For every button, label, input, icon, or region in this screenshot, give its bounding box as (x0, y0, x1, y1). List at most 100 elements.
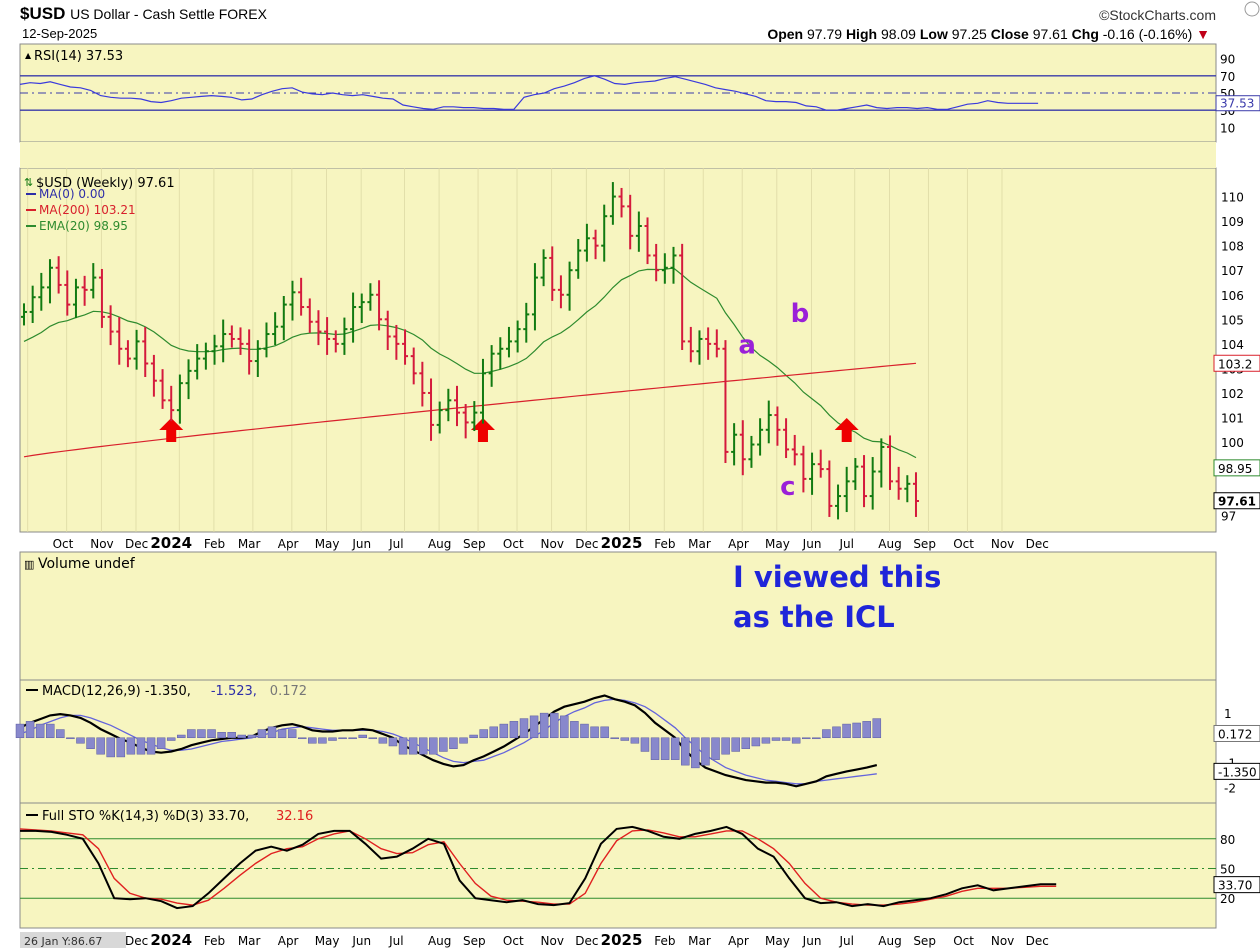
price-bar[interactable] (479, 358, 486, 424)
price-bar[interactable] (583, 223, 590, 262)
price-bar[interactable] (471, 401, 478, 432)
price-bar[interactable] (350, 292, 357, 343)
price-bar[interactable] (454, 385, 460, 427)
price-bar[interactable] (64, 270, 71, 316)
price-bar[interactable] (402, 329, 409, 365)
price-bar[interactable] (142, 326, 149, 378)
price-bar[interactable] (246, 329, 253, 375)
price-bar[interactable] (289, 280, 296, 321)
price-bar[interactable] (341, 317, 348, 355)
price-bar[interactable] (783, 418, 790, 459)
price-bar[interactable] (176, 374, 183, 424)
price-bar[interactable] (540, 249, 547, 287)
price-bar[interactable] (315, 310, 322, 346)
price-bar[interactable] (514, 320, 521, 353)
price-bar[interactable] (826, 460, 833, 517)
price-bar[interactable] (748, 435, 755, 468)
price-bar[interactable] (791, 434, 798, 466)
price-bar[interactable] (661, 253, 668, 284)
price-bar[interactable] (150, 354, 157, 397)
price-bar[interactable] (358, 293, 365, 323)
price-bar[interactable] (670, 246, 677, 284)
price-bar[interactable] (168, 385, 175, 422)
price-bar[interactable] (575, 239, 582, 279)
price-bar[interactable] (843, 466, 850, 513)
price-bar[interactable] (592, 229, 599, 260)
price-bar[interactable] (887, 435, 893, 490)
price-bar[interactable] (393, 324, 400, 360)
price-bar[interactable] (263, 322, 270, 358)
price-bar[interactable] (72, 278, 79, 319)
price-bar[interactable] (98, 268, 105, 328)
price-bar[interactable] (445, 388, 452, 422)
price-bar[interactable] (46, 259, 53, 304)
price-bar[interactable] (428, 378, 435, 441)
price-bar[interactable] (133, 329, 140, 370)
price-bar[interactable] (774, 406, 781, 446)
price-bar[interactable] (367, 283, 374, 311)
price-bar[interactable] (497, 337, 504, 370)
price-bar[interactable] (618, 187, 625, 218)
price-bar[interactable] (835, 484, 842, 520)
price-bar[interactable] (384, 310, 391, 350)
price-bar[interactable] (38, 272, 45, 311)
info-icon[interactable] (1244, 1, 1260, 17)
price-bar[interactable] (280, 295, 287, 341)
price-bar[interactable] (376, 280, 383, 331)
price-bar[interactable] (549, 246, 556, 301)
price-bar[interactable] (211, 334, 218, 365)
price-bar[interactable] (679, 243, 686, 350)
price-bar[interactable] (523, 302, 530, 343)
price-bar[interactable] (254, 340, 261, 378)
price-bar[interactable] (410, 347, 417, 385)
price-bar[interactable] (436, 401, 443, 434)
price-bar[interactable] (566, 261, 573, 311)
price-bar[interactable] (817, 449, 824, 478)
stockcharts-brand[interactable]: ©StockCharts.com (1099, 7, 1216, 23)
price-bar[interactable] (324, 317, 331, 355)
price-bar[interactable] (635, 211, 642, 252)
price-bar[interactable] (81, 275, 88, 306)
price-bar[interactable] (220, 319, 227, 363)
price-bar[interactable] (124, 340, 131, 368)
price-bar[interactable] (861, 455, 868, 508)
price-bar[interactable] (757, 418, 764, 456)
price-bar[interactable] (194, 344, 201, 380)
price-bar[interactable] (713, 329, 720, 358)
price-bar[interactable] (505, 326, 512, 358)
price-bar[interactable] (904, 475, 911, 503)
price-bar[interactable] (627, 194, 634, 250)
price-bar[interactable] (800, 445, 807, 493)
price-bar[interactable] (765, 400, 772, 444)
price-bar[interactable] (731, 423, 738, 466)
price-bar[interactable] (272, 312, 279, 346)
price-bar[interactable] (116, 317, 123, 365)
price-bar[interactable] (895, 466, 902, 500)
price-bar[interactable] (29, 285, 36, 323)
price-bar[interactable] (237, 327, 244, 355)
price-bar[interactable] (852, 458, 859, 490)
price-bar[interactable] (185, 359, 192, 400)
price-bar[interactable] (869, 457, 876, 510)
price-bar[interactable] (228, 325, 235, 348)
price-bar[interactable] (653, 243, 660, 282)
price-bar[interactable] (912, 472, 919, 517)
price-bar[interactable] (462, 404, 469, 439)
price-bar[interactable] (298, 277, 305, 316)
price-bar[interactable] (90, 263, 97, 299)
price-bar[interactable] (332, 330, 339, 353)
price-bar[interactable] (21, 303, 27, 326)
price-bar[interactable] (202, 342, 209, 370)
price-bar[interactable] (306, 298, 313, 333)
price-bar[interactable] (55, 256, 62, 294)
price-bar[interactable] (531, 263, 538, 331)
price-bar[interactable] (809, 452, 816, 495)
price-bar[interactable] (159, 369, 166, 409)
price-bar[interactable] (107, 305, 114, 346)
price-bar[interactable] (739, 420, 746, 476)
price-bar[interactable] (705, 327, 712, 360)
price-bar[interactable] (557, 275, 564, 309)
price-bar[interactable] (601, 204, 608, 262)
price-bar[interactable] (687, 326, 694, 363)
